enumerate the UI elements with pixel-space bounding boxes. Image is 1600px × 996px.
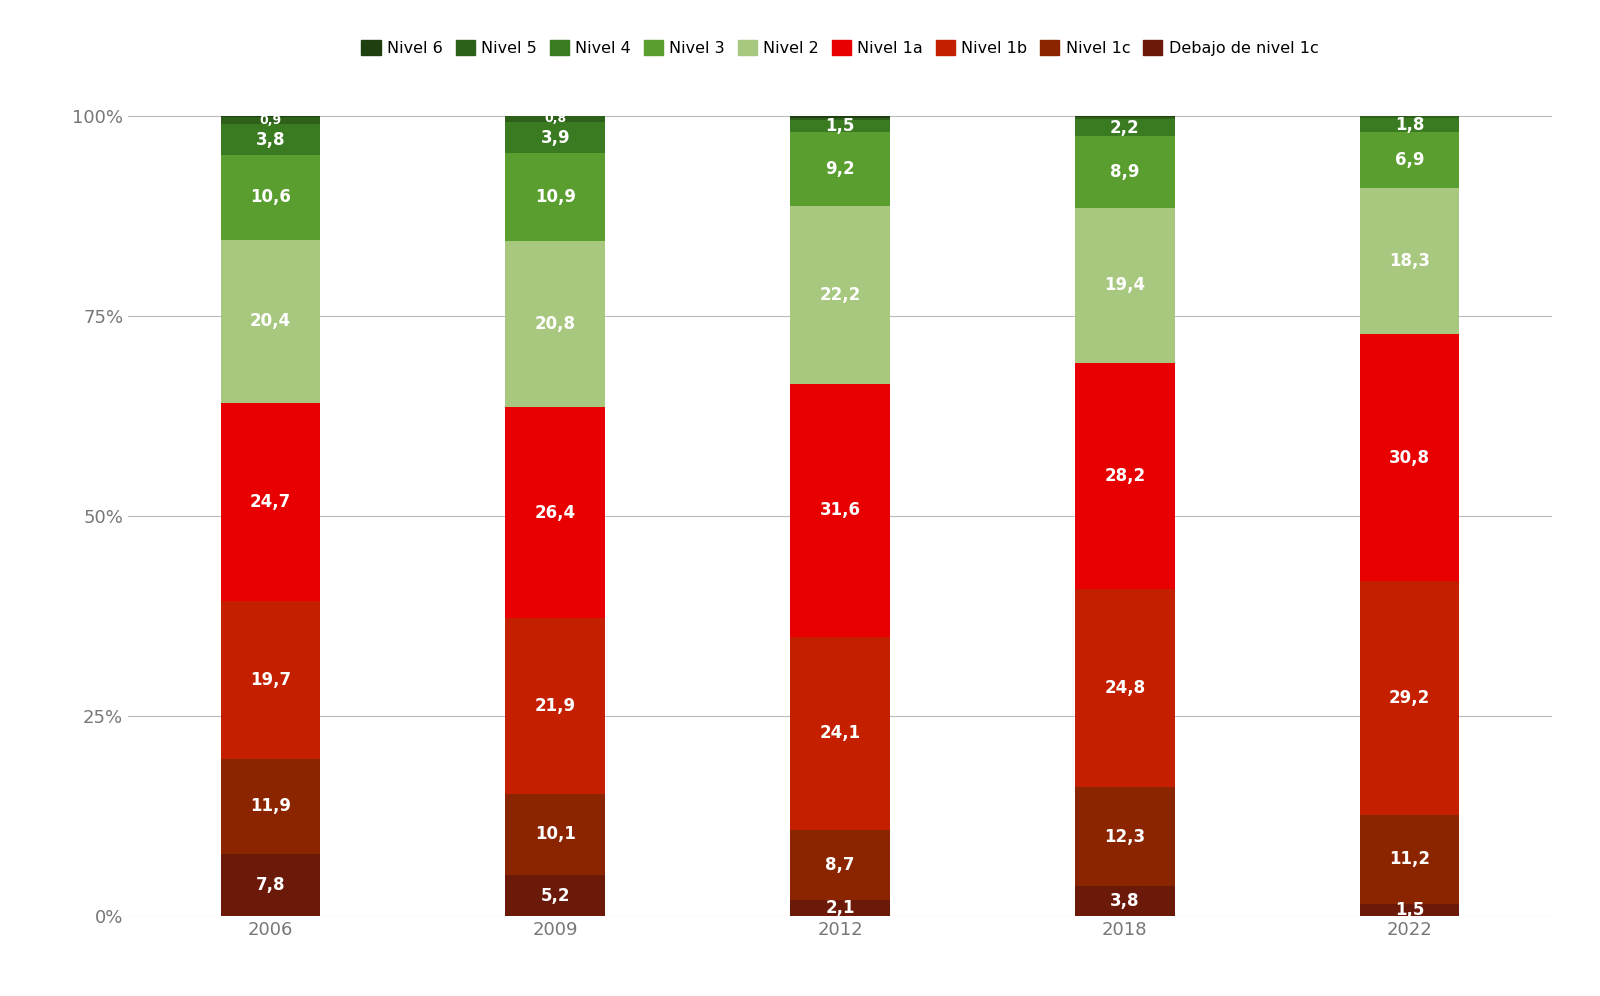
Text: 2,1: 2,1 [826,899,854,917]
Bar [790,118,890,121]
Bar [506,123,605,153]
Bar [1075,208,1174,363]
Bar [790,383,890,636]
Bar [221,759,320,854]
Text: 19,7: 19,7 [250,670,291,688]
Text: 8,7: 8,7 [826,856,854,873]
Text: 19,4: 19,4 [1104,276,1146,295]
Text: 21,9: 21,9 [534,697,576,715]
Bar [506,874,605,916]
Bar [1360,904,1459,916]
Text: 26,4: 26,4 [534,504,576,522]
Text: 24,7: 24,7 [250,493,291,511]
Text: 1,5: 1,5 [1395,901,1424,919]
Text: 11,2: 11,2 [1389,851,1430,869]
Text: 3,8: 3,8 [1110,892,1139,910]
Bar [1075,885,1174,916]
Text: 1,8: 1,8 [1395,117,1424,134]
Bar [506,116,605,123]
Text: 9,2: 9,2 [826,160,854,178]
Bar [1075,589,1174,788]
Legend: Nivel 6, Nivel 5, Nivel 4, Nivel 3, Nivel 2, Nivel 1a, Nivel 1b, Nivel 1c, Debaj: Nivel 6, Nivel 5, Nivel 4, Nivel 3, Nive… [355,34,1325,63]
Bar [221,118,320,124]
Bar [506,619,605,794]
Bar [506,407,605,619]
Text: 3,9: 3,9 [541,128,570,146]
Bar [1360,581,1459,815]
Bar [221,154,320,240]
Text: 24,1: 24,1 [819,724,861,742]
Text: 10,9: 10,9 [534,188,576,206]
Text: 6,9: 6,9 [1395,151,1424,169]
Bar [790,206,890,383]
Bar [1075,136,1174,208]
Bar [506,794,605,874]
Bar [221,403,320,601]
Bar [790,116,890,118]
Bar [790,132,890,206]
Bar [790,899,890,916]
Text: 22,2: 22,2 [819,286,861,304]
Text: 0,9: 0,9 [259,115,282,127]
Bar [1360,187,1459,335]
Bar [221,240,320,403]
Bar [790,636,890,830]
Text: 12,3: 12,3 [1104,828,1146,846]
Bar [1075,116,1174,118]
Text: 31,6: 31,6 [819,501,861,519]
Bar [1360,118,1459,132]
Text: 1,5: 1,5 [826,118,854,135]
Bar [221,601,320,759]
Bar [790,830,890,899]
Text: 28,2: 28,2 [1104,467,1146,485]
Text: 8,9: 8,9 [1110,163,1139,181]
Bar [790,121,890,132]
Text: 5,2: 5,2 [541,886,570,904]
Bar [1360,815,1459,904]
Bar [1360,335,1459,581]
Text: 20,4: 20,4 [250,313,291,331]
Text: 20,8: 20,8 [534,315,576,333]
Text: 2,2: 2,2 [1110,119,1139,136]
Bar [1075,788,1174,885]
Text: 10,6: 10,6 [250,188,291,206]
Text: 0,8: 0,8 [544,113,566,125]
Text: 18,3: 18,3 [1389,252,1430,270]
Text: 11,9: 11,9 [250,797,291,815]
Text: 3,8: 3,8 [256,130,285,148]
Bar [1360,116,1459,118]
Bar [221,124,320,154]
Bar [1075,363,1174,589]
Bar [506,153,605,240]
Bar [221,116,320,118]
Text: 7,8: 7,8 [256,876,285,894]
Bar [1360,132,1459,187]
Text: 10,1: 10,1 [534,826,576,844]
Text: 30,8: 30,8 [1389,448,1430,466]
Text: 24,8: 24,8 [1104,679,1146,697]
Bar [1075,118,1174,119]
Bar [221,854,320,916]
Text: 29,2: 29,2 [1389,688,1430,707]
Bar [506,240,605,407]
Bar [1075,119,1174,136]
